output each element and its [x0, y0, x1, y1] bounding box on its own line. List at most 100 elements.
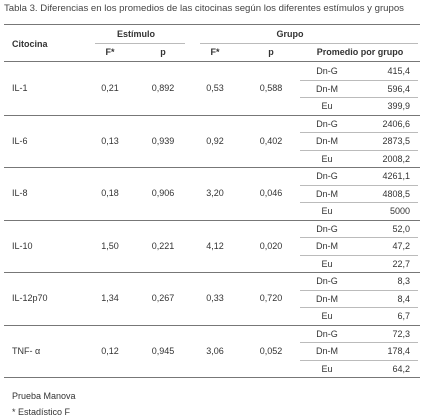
cell: 4,12	[206, 240, 224, 251]
footnote: Prueba Manova	[12, 391, 76, 401]
group-value: 2406,6	[382, 118, 410, 129]
group-value: 22,7	[392, 258, 410, 269]
group-value: 6,7	[397, 311, 410, 321]
rule	[4, 219, 420, 221]
rule	[95, 43, 185, 44]
rule	[4, 114, 420, 116]
group-label: Dn-G	[316, 223, 338, 234]
cell: 0,267	[151, 293, 175, 304]
rule	[300, 97, 418, 98]
group-value: 415,4	[387, 66, 410, 76]
group-label: Eu	[321, 153, 333, 164]
cell: 0,939	[151, 135, 175, 146]
cell: 1,50	[101, 240, 119, 251]
group-label: Dn-M	[316, 241, 338, 251]
cytokine: IL-6	[12, 135, 28, 146]
rule	[300, 342, 418, 343]
group-value: 8,3	[397, 276, 410, 286]
group-label: Dn-M	[316, 293, 338, 304]
rule	[300, 237, 418, 238]
rule	[4, 272, 420, 273]
rule	[300, 307, 418, 308]
cell: 0,020	[259, 240, 283, 251]
cell: 0,892	[151, 83, 175, 94]
header-cell: Estímulo	[116, 29, 156, 39]
cell: 0,052	[259, 345, 283, 356]
cell: 0,21	[101, 83, 119, 94]
cell: 0,53	[206, 83, 224, 94]
table-title: Tabla 3. Diferencias en los promedios de…	[4, 3, 404, 14]
rule	[300, 149, 418, 151]
cell: 1,34	[101, 293, 119, 304]
cell: 3,06	[206, 345, 224, 356]
group-label: Dn-M	[316, 136, 338, 146]
group-value: 47,2	[392, 241, 410, 251]
header-cell: Grupo	[276, 29, 304, 39]
header-cell: p	[160, 47, 166, 57]
group-value: 8,4	[397, 293, 410, 304]
rule	[4, 61, 420, 62]
rule	[300, 289, 418, 291]
rule	[300, 132, 418, 133]
group-label: Dn-G	[316, 328, 338, 339]
group-value: 5000	[389, 206, 410, 216]
cell: 0,906	[151, 188, 175, 199]
cytokine: TNF- α	[12, 345, 41, 356]
header-cell: Promedio por grupo	[316, 47, 404, 57]
group-value: 64,2	[392, 363, 410, 374]
cell: 0,12	[101, 345, 119, 356]
rule	[4, 167, 420, 168]
rule	[300, 254, 418, 256]
header-cell: p	[268, 47, 274, 57]
header-cell: F*	[105, 47, 115, 57]
footnote: * Estadístico F	[12, 407, 71, 417]
group-label: Dn-M	[316, 188, 338, 199]
group-value: 399,9	[387, 101, 410, 111]
rule	[300, 359, 418, 361]
rule	[4, 324, 420, 326]
cell: 0,92	[206, 135, 224, 146]
group-value: 72,3	[392, 328, 410, 339]
group-label: Eu	[321, 101, 333, 111]
group-label: Eu	[321, 206, 333, 216]
rule	[4, 377, 420, 378]
cell: 0,221	[151, 240, 175, 251]
rule	[300, 184, 418, 186]
rule	[4, 24, 420, 25]
rule	[300, 202, 418, 203]
group-value: 178,4	[387, 346, 410, 356]
group-value: 52,0	[392, 223, 410, 234]
cytokine: IL-12p70	[12, 293, 48, 304]
cell: 0,402	[259, 135, 283, 146]
group-label: Dn-G	[316, 276, 338, 286]
group-value: 2873,5	[382, 136, 410, 146]
cytokine: IL-8	[12, 188, 28, 199]
header-cell: F*	[210, 47, 220, 57]
group-value: 4808,5	[382, 188, 410, 199]
group-label: Eu	[321, 311, 333, 321]
cell: 0,33	[206, 293, 224, 304]
cell: 0,046	[259, 188, 283, 199]
group-label: Dn-G	[316, 118, 338, 129]
cell: 0,588	[259, 83, 283, 94]
cytokine: IL-1	[12, 83, 28, 94]
header-cell: Citocina	[12, 39, 48, 49]
group-label: Dn-M	[316, 83, 338, 94]
cytokine: IL-10	[12, 240, 33, 251]
group-value: 596,4	[387, 83, 410, 94]
cell: 3,20	[206, 188, 224, 199]
cell: 0,18	[101, 188, 119, 199]
cell: 0,945	[151, 345, 175, 356]
group-label: Dn-G	[316, 171, 338, 181]
group-label: Dn-M	[316, 346, 338, 356]
group-label: Dn-G	[316, 66, 338, 76]
group-label: Eu	[321, 363, 333, 374]
cell: 0,720	[259, 293, 283, 304]
group-label: Eu	[321, 258, 333, 269]
group-value: 4261,1	[382, 171, 410, 181]
rule	[200, 43, 418, 44]
cell: 0,13	[101, 135, 119, 146]
group-value: 2008,2	[382, 153, 410, 164]
rule	[300, 79, 418, 81]
